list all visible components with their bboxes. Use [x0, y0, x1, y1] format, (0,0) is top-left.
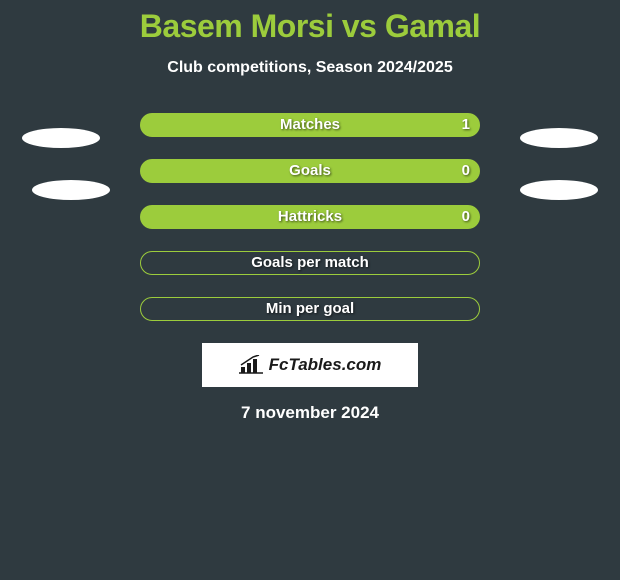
stat-row-goals: Goals 0 [140, 159, 480, 183]
stat-label: Matches [140, 113, 480, 137]
stat-value: 0 [462, 205, 470, 229]
stat-row-goals-per-match: Goals per match [140, 251, 480, 275]
stat-label: Hattricks [140, 205, 480, 229]
stat-row-min-per-goal: Min per goal [140, 297, 480, 321]
stat-label: Min per goal [140, 297, 480, 321]
stat-row-matches: Matches 1 [140, 113, 480, 137]
subtitle: Club competitions, Season 2024/2025 [0, 59, 620, 77]
stats-container: Matches 1 Goals 0 Hattricks 0 Goals per … [0, 113, 620, 321]
logo: FcTables.com [239, 355, 382, 375]
logo-box: FcTables.com [202, 343, 418, 387]
stat-value: 1 [462, 113, 470, 137]
stat-label: Goals [140, 159, 480, 183]
stat-value: 0 [462, 159, 470, 183]
logo-text: FcTables.com [269, 355, 382, 375]
stat-row-hattricks: Hattricks 0 [140, 205, 480, 229]
page-title: Basem Morsi vs Gamal [0, 0, 620, 45]
chart-icon [239, 355, 265, 375]
date-text: 7 november 2024 [0, 403, 620, 423]
stat-label: Goals per match [140, 251, 480, 275]
